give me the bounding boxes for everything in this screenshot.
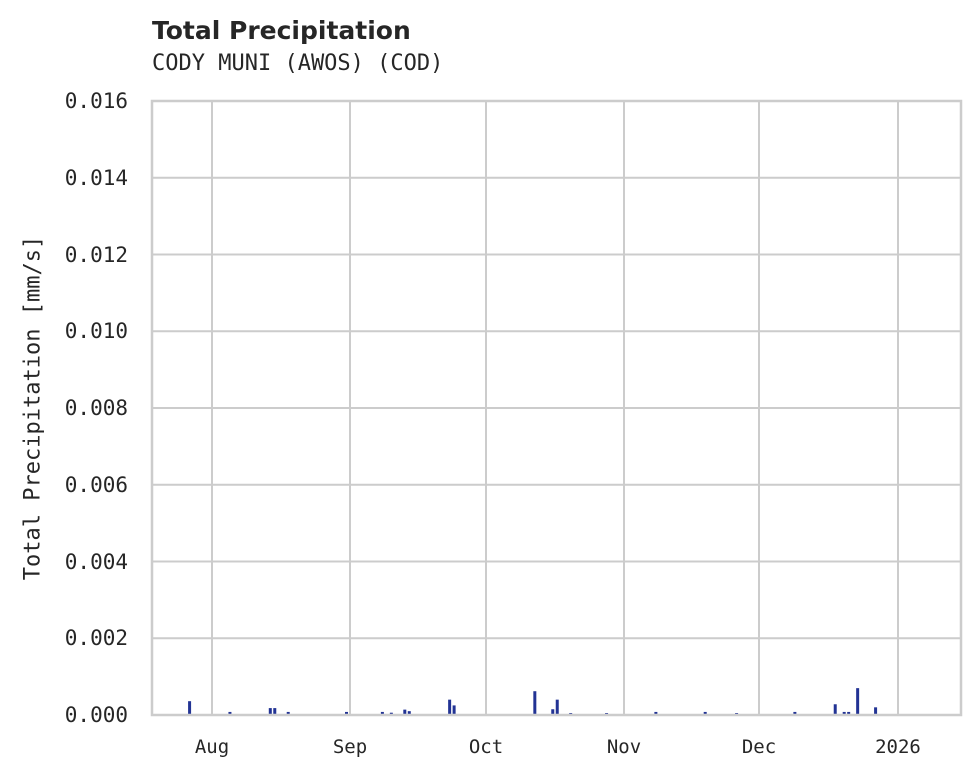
precip-bar [703, 711, 707, 715]
y-tick-label: 0.004 [64, 549, 128, 574]
chart-title: Total Precipitation [152, 16, 411, 45]
precip-bar [380, 711, 384, 715]
precip-bar [654, 711, 658, 715]
precip-bar [842, 711, 846, 715]
x-tick-label: Oct [468, 736, 504, 758]
y-tick-label: 0.014 [64, 165, 128, 190]
precip-bar [833, 704, 837, 715]
chart-subtitle: CODY MUNI (AWOS) (COD) [152, 51, 444, 76]
precip-bar [273, 708, 277, 715]
precip-bar [407, 711, 411, 715]
precip-bar [793, 711, 797, 715]
y-tick-label: 0.000 [64, 703, 128, 727]
y-tick-label: 0.010 [64, 319, 128, 344]
x-tick-label: Nov [606, 736, 642, 758]
y-tick-label: 0.008 [64, 396, 128, 420]
precip-bar [345, 711, 349, 715]
precip-bar [452, 705, 456, 715]
precip-bar [286, 711, 290, 715]
precip-bar [268, 708, 272, 715]
plot-frame [150, 99, 963, 717]
precip-bar [555, 699, 559, 715]
x-tick-label: Dec [741, 736, 777, 758]
y-tick-label: 0.016 [64, 89, 128, 113]
precip-bar [403, 709, 407, 715]
x-tick-label: Aug [194, 736, 230, 758]
y-tick-label: 0.002 [64, 626, 128, 651]
precip-bar [856, 688, 860, 715]
precip-bar [448, 699, 452, 715]
x-tick-label: Sep [332, 736, 368, 758]
y-tick-label: 0.012 [64, 242, 128, 267]
precip-bar [188, 701, 192, 715]
y-tick-label: 0.006 [64, 472, 128, 497]
x-tick-label: 2026 [875, 736, 921, 758]
precip-bar [874, 707, 878, 715]
precip-bar [551, 709, 555, 715]
precip-bar [228, 711, 232, 715]
precip-bar [533, 691, 537, 715]
precip-bar [847, 711, 851, 715]
